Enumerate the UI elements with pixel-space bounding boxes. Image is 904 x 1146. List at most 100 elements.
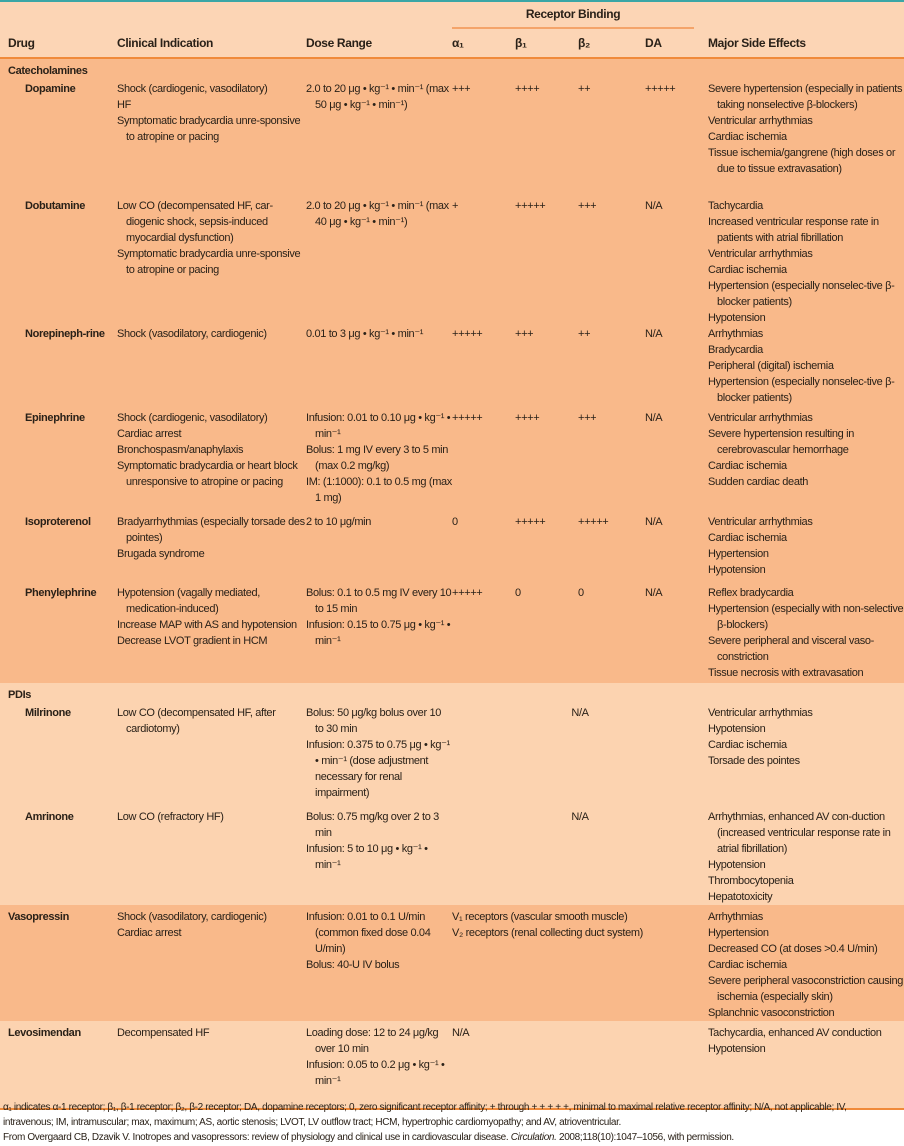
drug-name: Phenylephrine: [0, 585, 117, 683]
footnote-abbreviations: α₁ indicates α-1 receptor; β₁, β-1 recep…: [3, 1102, 847, 1128]
clinical-indication-line: Low CO (decompensated HF, after cardioto…: [117, 707, 276, 735]
side-effects: Arrhythmias, enhanced AV con-duction (in…: [708, 809, 904, 905]
clinical-indication-line: Shock (cardiogenic, vasodilatory): [117, 412, 268, 424]
side-effects: Severe hypertension (especially in patie…: [708, 81, 904, 198]
clinical-indication-line: Bronchospasm/anaphylaxis: [117, 444, 244, 456]
side-effects-line: Peripheral (digital) ischemia: [708, 360, 834, 372]
receptor-binding-line: V₂ receptors (renal collecting duct syst…: [452, 927, 643, 939]
table-row: Vasopressin Shock (vasodilatory, cardioge…: [0, 905, 904, 1021]
clinical-indication: Shock (cardiogenic, vasodilatory) HF Symp…: [117, 81, 306, 198]
receptor-beta2: +++: [578, 198, 645, 326]
table-row: Milrinone Low CO (decompensated HF, after…: [0, 705, 904, 809]
column-header-beta1: β₁: [515, 29, 578, 59]
clinical-indication-line: HF: [117, 99, 131, 111]
drug-name: Dopamine: [0, 81, 117, 198]
dose-range: 2.0 to 20 μg • kg⁻¹ • min⁻¹ (max 40 μg •…: [306, 198, 452, 326]
clinical-indication-line: Shock (vasodilatory, cardiogenic): [117, 911, 267, 923]
side-effects-line: Torsade des pointes: [708, 755, 800, 767]
side-effects-line: Tachycardia, enhanced AV conduction: [708, 1027, 882, 1039]
drug-name: Levosimendan: [0, 1021, 117, 1110]
drug-name: Epinephrine: [0, 410, 117, 514]
drug-name: Norepineph-rine: [0, 326, 117, 410]
receptor-binding-line: V₁ receptors (vascular smooth muscle): [452, 911, 628, 923]
side-effects: Tachycardia Increased ventricular respons…: [708, 198, 904, 326]
side-effects: Reflex bradycardia Hypertension (especial…: [708, 585, 904, 683]
side-effects-line: Hypotension: [708, 312, 766, 324]
table-row: Epinephrine Shock (cardiogenic, vasodilat…: [0, 410, 904, 514]
receptor-alpha1: 0: [452, 514, 515, 585]
footnote: α₁ indicates α-1 receptor; β₁, β-1 recep…: [0, 1100, 899, 1145]
table-row: Dobutamine Low CO (decompensated HF, car-…: [0, 198, 904, 326]
receptor-da: +++++: [645, 81, 709, 198]
side-effects-line: Cardiac ischemia: [708, 460, 787, 472]
receptor-binding-label: Receptor Binding: [452, 6, 695, 29]
drug-name: Amrinone: [0, 809, 117, 905]
receptor-binding: N/A: [452, 705, 709, 809]
table-row: Norepineph-rine Shock (vasodilatory, card…: [0, 326, 904, 410]
column-header-clinical-indication: Clinical Indication: [117, 29, 306, 59]
clinical-indication: Bradyarrhythmias (especially torsade des…: [117, 514, 306, 585]
dose-range-line: Bolus: 40-U IV bolus: [306, 959, 400, 971]
side-effects-line: Tachycardia: [708, 200, 763, 212]
receptor-alpha1: +: [452, 198, 515, 326]
source-text: From Overgaard CB, Dzavik V. Inotropes a…: [3, 1132, 511, 1143]
receptor-da: N/A: [645, 410, 709, 514]
clinical-indication: Low CO (decompensated HF, after cardioto…: [117, 705, 306, 809]
column-header-major-side-effects: Major Side Effects: [708, 29, 904, 59]
side-effects-line: Severe hypertension (especially in patie…: [708, 83, 903, 111]
dose-range: Bolus: 50 μg/kg bolus over 10 to 30 min I…: [306, 705, 452, 809]
side-effects-line: Arrhythmias, enhanced AV con-duction (in…: [708, 811, 891, 855]
side-effects-line: Hypotension: [708, 859, 766, 871]
side-effects-line: Cardiac ischemia: [708, 264, 787, 276]
receptor-alpha1: +++++: [452, 410, 515, 514]
side-effects-line: Splanchnic vasoconstriction: [708, 1007, 835, 1019]
side-effects-line: Cardiac ischemia: [708, 739, 787, 751]
dose-range-line: Bolus: 0.75 mg/kg over 2 to 3 min: [306, 811, 439, 839]
dose-range-line: Infusion: 0.375 to 0.75 μg • kg⁻¹ • min⁻…: [306, 739, 450, 799]
receptor-beta1: +++++: [515, 514, 578, 585]
side-effects-line: Ventricular arrhythmias: [708, 248, 813, 260]
receptor-binding-header: Receptor Binding: [452, 2, 709, 29]
table-row: Levosimendan Decompensated HF Loading dose…: [0, 1021, 904, 1110]
table-row: Amrinone Low CO (refractory HF) Bolus: 0.7…: [0, 809, 904, 905]
drug-name: Milrinone: [0, 705, 117, 809]
receptor-beta2: ++: [578, 81, 645, 198]
clinical-indication: Hypotension (vagally mediated, medicatio…: [117, 585, 306, 683]
receptor-binding-line: N/A: [571, 811, 589, 823]
source-citation: 2008;118(10):1047–1056, with permission.: [556, 1132, 734, 1143]
side-effects-line: Hypertension: [708, 927, 769, 939]
dose-range-line: 2 to 10 μg/min: [306, 516, 372, 528]
drug-table: Receptor Binding Drug Clinical Indication…: [0, 2, 904, 1110]
dose-range: Infusion: 0.01 to 0.1 U/min (common fixe…: [306, 905, 452, 1021]
top-rule: [0, 0, 904, 2]
clinical-indication-line: Hypotension (vagally mediated, medicatio…: [117, 587, 260, 615]
clinical-indication-line: Shock (cardiogenic, vasodilatory): [117, 83, 268, 95]
dose-range: 2 to 10 μg/min: [306, 514, 452, 585]
dose-range: Bolus: 0.1 to 0.5 mg IV every 10 to 15 m…: [306, 585, 452, 683]
clinical-indication-line: Bradyarrhythmias (especially torsade des…: [117, 516, 305, 544]
receptor-alpha1: +++++: [452, 585, 515, 683]
dose-range-line: 0.01 to 3 μg • kg⁻¹ • min⁻¹: [306, 328, 424, 340]
drug-name: Dobutamine: [0, 198, 117, 326]
clinical-indication-line: Cardiac arrest: [117, 428, 182, 440]
dose-range-line: Bolus: 0.1 to 0.5 mg IV every 10 to 15 m…: [306, 587, 452, 615]
side-effects-line: Severe hypertension resulting in cerebro…: [708, 428, 854, 456]
clinical-indication: Shock (vasodilatory, cardiogenic): [117, 326, 306, 410]
clinical-indication-line: Symptomatic bradycardia unre-sponsive to…: [117, 248, 301, 276]
clinical-indication: Shock (cardiogenic, vasodilatory) Cardiac…: [117, 410, 306, 514]
dose-range-line: Infusion: 0.15 to 0.75 μg • kg⁻¹ • min⁻¹: [306, 619, 451, 647]
header-spacer: [708, 2, 904, 29]
receptor-beta1: +++++: [515, 198, 578, 326]
dose-range-line: Bolus: 1 mg IV every 3 to 5 min (max 0.2…: [306, 444, 448, 472]
source-journal: Circulation.: [510, 1132, 557, 1143]
column-header-alpha1: α₁: [452, 29, 515, 59]
side-effects-line: Cardiac ischemia: [708, 532, 787, 544]
clinical-indication-line: Shock (vasodilatory, cardiogenic): [117, 328, 267, 340]
side-effects-line: Hypertension (especially nonselec-tive β…: [708, 376, 895, 404]
receptor-binding-line: N/A: [571, 707, 589, 719]
side-effects-line: Severe peripheral and visceral vaso-cons…: [708, 635, 874, 663]
side-effects-line: Ventricular arrhythmias: [708, 707, 813, 719]
side-effects-line: Thrombocytopenia: [708, 875, 794, 887]
dose-range: Infusion: 0.01 to 0.10 μg • kg⁻¹ • min⁻¹…: [306, 410, 452, 514]
clinical-indication-line: Symptomatic bradycardia or heart block u…: [117, 460, 298, 488]
